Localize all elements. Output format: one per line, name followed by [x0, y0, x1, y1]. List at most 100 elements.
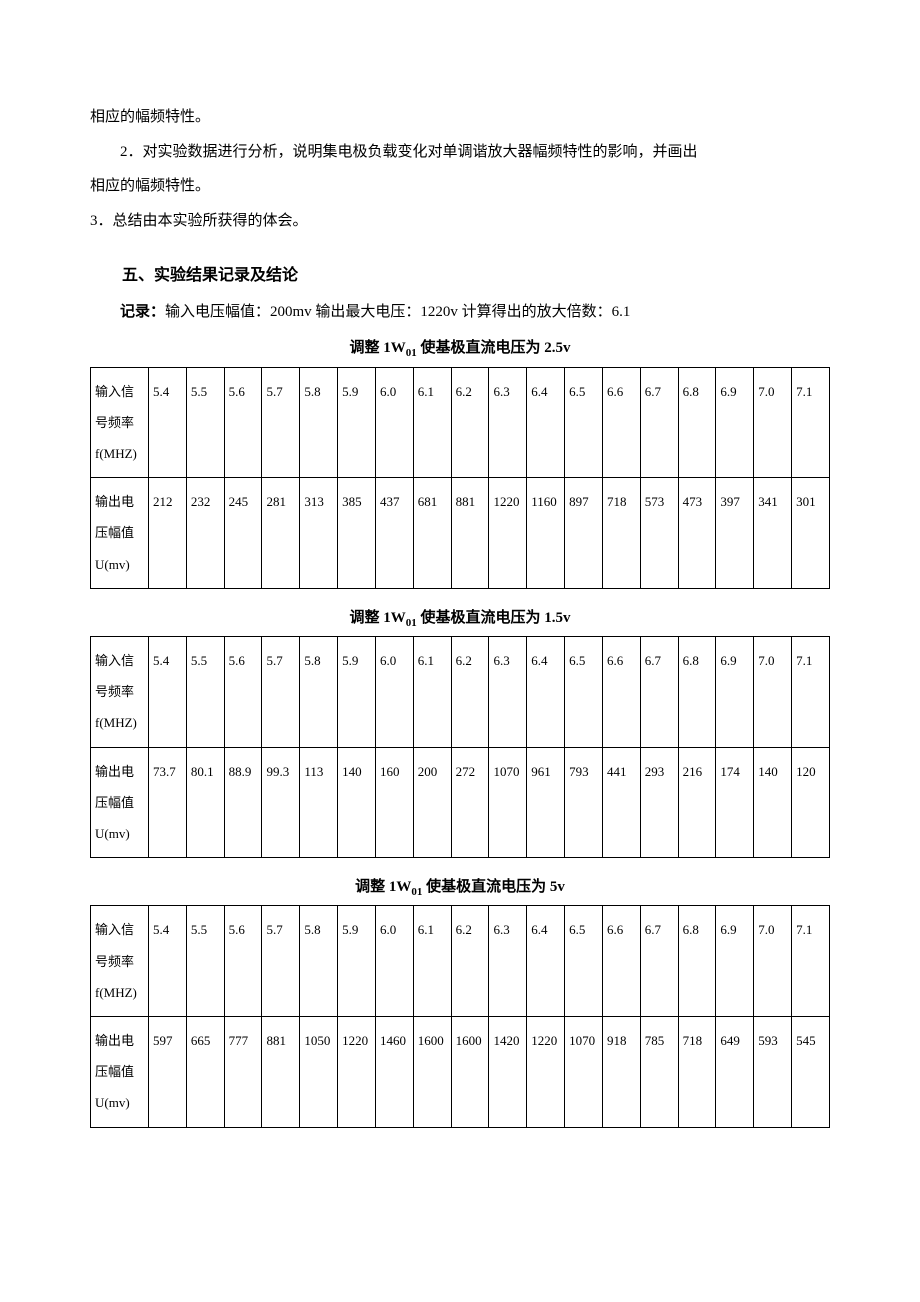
- table-cell: 777: [224, 1017, 262, 1128]
- table-row-header: 输入信号频率f(MHZ): [91, 637, 149, 748]
- table-cell: 5.5: [186, 906, 224, 1017]
- table-cell: 649: [716, 1017, 754, 1128]
- table-cell: 897: [565, 478, 603, 589]
- table-cell: 5.4: [149, 906, 187, 1017]
- table-cell: 5.8: [300, 637, 338, 748]
- table-cell: 6.2: [451, 906, 489, 1017]
- table-cell: 6.6: [602, 637, 640, 748]
- table-cell: 245: [224, 478, 262, 589]
- table-cell: 5.5: [186, 367, 224, 478]
- table-row-header: 输出电压幅值U(mv): [91, 747, 149, 858]
- table-cell: 5.4: [149, 637, 187, 748]
- table-cell: 6.3: [489, 637, 527, 748]
- table-cell: 301: [792, 478, 830, 589]
- table-cell: 437: [375, 478, 413, 589]
- table-cell: 73.7: [149, 747, 187, 858]
- table-cell: 1220: [527, 1017, 565, 1128]
- table-cell: 545: [792, 1017, 830, 1128]
- table-cell: 5.8: [300, 906, 338, 1017]
- table-cell: 7.0: [754, 367, 792, 478]
- table-1-caption-prefix: 调整 1W: [349, 340, 405, 356]
- table-2-caption-sub: 01: [406, 617, 417, 629]
- table-cell: 80.1: [186, 747, 224, 858]
- table-cell: 6.5: [565, 367, 603, 478]
- table-cell: 1600: [413, 1017, 451, 1128]
- table-cell: 718: [602, 478, 640, 589]
- table-cell: 5.6: [224, 906, 262, 1017]
- table-3-caption-sub: 01: [411, 886, 422, 898]
- table-cell: 6.9: [716, 637, 754, 748]
- table-cell: 6.3: [489, 906, 527, 1017]
- table-cell: 5.9: [338, 637, 376, 748]
- table-2-caption-prefix: 调整 1W: [349, 610, 405, 626]
- paragraph-3: 相应的幅频特性。: [90, 169, 830, 204]
- table-cell: 573: [640, 478, 678, 589]
- table-cell: 99.3: [262, 747, 300, 858]
- table-cell: 1050: [300, 1017, 338, 1128]
- record-text: 输入电压幅值：200mv 输出最大电压：1220v 计算得出的放大倍数：6.1: [165, 304, 630, 320]
- table-cell: 7.0: [754, 906, 792, 1017]
- table-cell: 6.8: [678, 637, 716, 748]
- table-2-caption-suffix: 使基极直流电压为 1.5v: [417, 610, 571, 626]
- table-cell: 293: [640, 747, 678, 858]
- table-cell: 6.4: [527, 906, 565, 1017]
- table-cell: 120: [792, 747, 830, 858]
- table-row-header: 输出电压幅值U(mv): [91, 478, 149, 589]
- table-cell: 385: [338, 478, 376, 589]
- table-cell: 6.1: [413, 367, 451, 478]
- table-cell: 593: [754, 1017, 792, 1128]
- table-cell: 6.8: [678, 906, 716, 1017]
- table-cell: 5.6: [224, 367, 262, 478]
- table-cell: 5.6: [224, 637, 262, 748]
- table-cell: 597: [149, 1017, 187, 1128]
- table-cell: 441: [602, 747, 640, 858]
- table-cell: 918: [602, 1017, 640, 1128]
- table-cell: 6.9: [716, 906, 754, 1017]
- table-1-wrapper: 输入信号频率f(MHZ)5.45.55.65.75.85.96.06.16.26…: [90, 367, 830, 589]
- table-cell: 6.5: [565, 906, 603, 1017]
- record-line: 记录：输入电压幅值：200mv 输出最大电压：1220v 计算得出的放大倍数：6…: [90, 295, 830, 330]
- table-cell: 212: [149, 478, 187, 589]
- table-cell: 341: [754, 478, 792, 589]
- paragraph-4: 3．总结由本实验所获得的体会。: [90, 204, 830, 239]
- table-cell: 881: [451, 478, 489, 589]
- table-cell: 5.4: [149, 367, 187, 478]
- table-cell: 397: [716, 478, 754, 589]
- table-2: 输入信号频率f(MHZ)5.45.55.65.75.85.96.06.16.26…: [90, 636, 830, 858]
- table-cell: 216: [678, 747, 716, 858]
- table-cell: 881: [262, 1017, 300, 1128]
- table-cell: 7.1: [792, 906, 830, 1017]
- table-2-wrapper: 输入信号频率f(MHZ)5.45.55.65.75.85.96.06.16.26…: [90, 636, 830, 858]
- table-cell: 232: [186, 478, 224, 589]
- table-cell: 6.9: [716, 367, 754, 478]
- paragraph-2: 2．对实验数据进行分析，说明集电极负载变化对单调谐放大器幅频特性的影响，并画出: [90, 135, 830, 170]
- table-cell: 174: [716, 747, 754, 858]
- table-cell: 1420: [489, 1017, 527, 1128]
- table-3-caption-prefix: 调整 1W: [355, 879, 411, 895]
- table-cell: 6.1: [413, 637, 451, 748]
- table-2-caption: 调整 1W01 使基极直流电压为 1.5v: [90, 601, 830, 636]
- table-cell: 6.4: [527, 637, 565, 748]
- table-cell: 6.4: [527, 367, 565, 478]
- table-1-caption-sub: 01: [406, 347, 417, 359]
- table-cell: 1160: [527, 478, 565, 589]
- table-cell: 6.7: [640, 906, 678, 1017]
- table-cell: 281: [262, 478, 300, 589]
- document-content: 相应的幅频特性。 2．对实验数据进行分析，说明集电极负载变化对单调谐放大器幅频特…: [90, 100, 830, 1128]
- table-row-header: 输入信号频率f(MHZ): [91, 906, 149, 1017]
- table-row-header: 输出电压幅值U(mv): [91, 1017, 149, 1128]
- table-cell: 1600: [451, 1017, 489, 1128]
- table-cell: 313: [300, 478, 338, 589]
- table-cell: 5.7: [262, 367, 300, 478]
- table-cell: 200: [413, 747, 451, 858]
- table-cell: 793: [565, 747, 603, 858]
- table-cell: 160: [375, 747, 413, 858]
- table-cell: 1220: [489, 478, 527, 589]
- table-cell: 1460: [375, 1017, 413, 1128]
- table-cell: 6.2: [451, 637, 489, 748]
- table-cell: 6.7: [640, 367, 678, 478]
- table-cell: 6.0: [375, 637, 413, 748]
- table-cell: 6.1: [413, 906, 451, 1017]
- table-cell: 7.0: [754, 637, 792, 748]
- table-cell: 665: [186, 1017, 224, 1128]
